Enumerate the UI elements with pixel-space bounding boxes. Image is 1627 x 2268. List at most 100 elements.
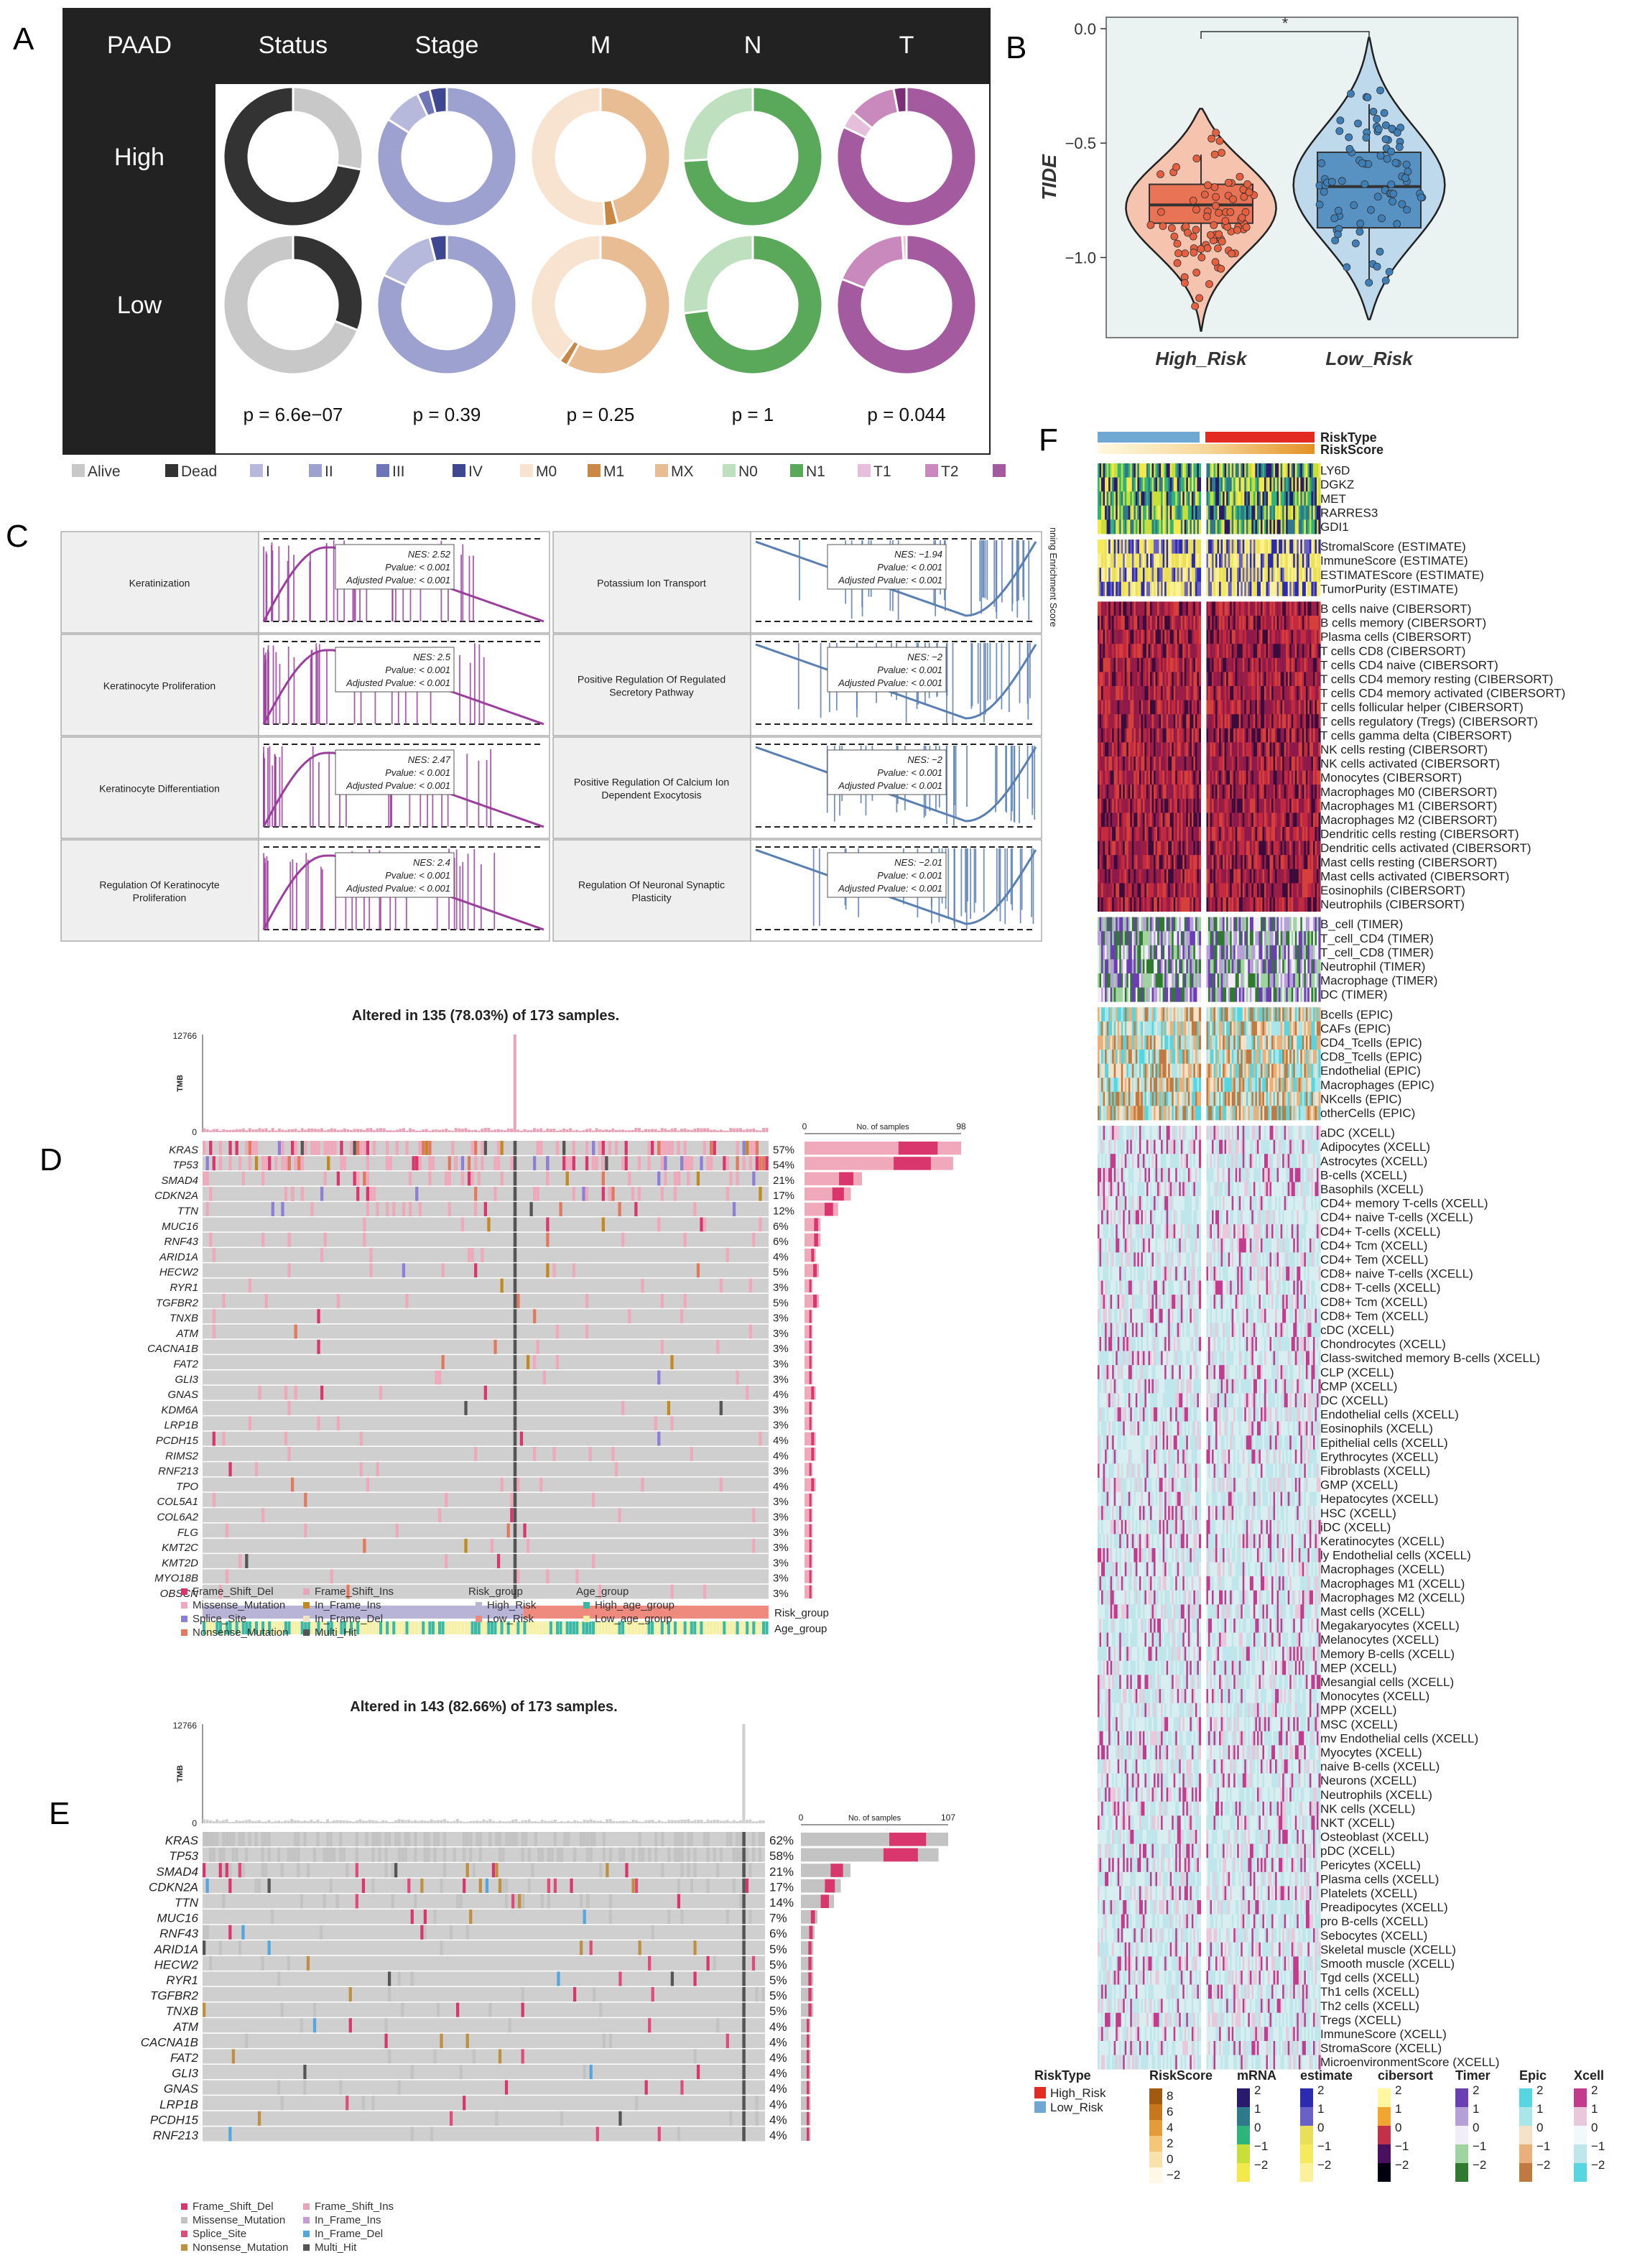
heatmap-cell — [1210, 601, 1213, 616]
tmb-bar — [281, 1129, 284, 1132]
oncoplot-row-bg — [203, 1554, 769, 1568]
heatmap-cell — [1244, 505, 1247, 520]
heatmap-cell — [1168, 644, 1171, 659]
tmb-max-label: 12766 — [173, 1721, 198, 1731]
heatmap-cell — [1315, 629, 1317, 644]
heatmap-cell — [1307, 581, 1310, 596]
heatmap-cell — [1235, 714, 1238, 729]
oncoplot-row-bg — [203, 1477, 769, 1492]
heatmap-cell — [1253, 601, 1256, 616]
mutation-cell — [687, 1156, 690, 1171]
mutation-cell — [614, 1462, 618, 1477]
heatmap-cell — [1146, 714, 1149, 729]
mutation-cell — [751, 1832, 756, 1847]
mutation-cell — [758, 1832, 762, 1847]
heatmap-cell — [1264, 601, 1267, 616]
heatmap-cell — [1294, 714, 1297, 729]
mutation-cell — [608, 1186, 612, 1201]
heatmap-cell — [1284, 491, 1287, 506]
heatmap-cell — [1253, 463, 1256, 478]
mutation-cell — [758, 1847, 762, 1862]
mutation-cell — [677, 1847, 681, 1862]
tmb-bar — [290, 1129, 295, 1132]
heatmap-cell — [1275, 728, 1278, 743]
heatmap-cell — [1271, 756, 1274, 771]
tmb-bar — [612, 1820, 616, 1823]
heatmap-cell — [1119, 505, 1122, 520]
mutation-cell — [356, 1171, 360, 1186]
heatmap-cell — [1231, 700, 1234, 715]
mutation-cell — [401, 1847, 404, 1862]
heatmap-cell — [1154, 700, 1156, 715]
heatmap-cell — [1231, 616, 1234, 630]
mutation-cell — [664, 1156, 667, 1171]
heatmap-cell — [1289, 657, 1292, 672]
mutation-cell — [513, 1569, 517, 1584]
heatmap-cell — [1289, 463, 1292, 478]
heatmap-cell — [1177, 601, 1179, 616]
heatmap-cell — [1231, 553, 1234, 568]
heatmap-cell — [1161, 553, 1164, 568]
heatmap-cell — [1266, 644, 1269, 659]
mutation-cell — [300, 1156, 304, 1171]
mutation-cell — [205, 1925, 209, 1940]
y-axis-label: TIDE — [1038, 154, 1060, 200]
heatmap-cell — [1101, 601, 1104, 616]
heatmap-cell — [1149, 581, 1153, 596]
heatmap-cell — [1311, 742, 1314, 757]
heatmap-cell — [1231, 601, 1234, 616]
gsea-pvalue: Pvalue: < 0.001 — [385, 562, 450, 573]
heatmap-cell — [1318, 519, 1321, 534]
heatmap-cell — [1318, 616, 1321, 630]
mutation-cell — [660, 1339, 664, 1354]
heatmap-cell — [1226, 714, 1229, 729]
heatmap-cell — [1116, 742, 1118, 757]
heatmap-cell — [1269, 505, 1272, 520]
tmb-bar — [606, 1819, 609, 1823]
gene-percent: 3% — [773, 1588, 789, 1600]
legend-label: Low_Risk — [487, 1613, 534, 1625]
mutation-cell — [445, 1171, 448, 1186]
heatmap-cell — [1105, 770, 1108, 785]
heatmap-cell — [1161, 568, 1164, 583]
mutation-cell — [235, 1141, 238, 1155]
heatmap-cell — [1131, 601, 1134, 616]
heatmap-cell — [1253, 742, 1256, 757]
age-track-cell — [490, 1621, 493, 1634]
heatmap-cell — [1101, 581, 1104, 596]
heatmap-cell — [1318, 463, 1321, 478]
tmb-bar — [573, 1820, 576, 1823]
heatmap-cell — [1184, 657, 1187, 672]
mutation-cell — [742, 1925, 746, 1940]
heatmap-cell — [1305, 629, 1308, 644]
heatmap-cell — [1148, 463, 1151, 478]
tmb-bar — [440, 1820, 443, 1823]
age-track-cell — [504, 1621, 507, 1634]
heatmap-cell — [1318, 505, 1321, 520]
heatmap-cell — [1264, 553, 1267, 568]
heatmap-cell — [1193, 616, 1196, 630]
mutation-cell — [481, 1248, 484, 1262]
heatmap-cell — [1155, 644, 1158, 659]
heatmap-cell — [1121, 672, 1123, 687]
heatmap-cell — [1262, 728, 1265, 743]
heatmap-cell — [1119, 553, 1122, 568]
heatmap-cell — [1193, 714, 1196, 729]
heatmap-cell — [1184, 491, 1187, 506]
mutation-cell — [592, 1156, 595, 1171]
heatmap-cell — [1099, 568, 1102, 583]
heatmap-cell — [1164, 728, 1167, 743]
heatmap-cell — [1255, 553, 1258, 568]
mutation-cell — [209, 1141, 213, 1155]
heatmap-cell — [1273, 714, 1276, 729]
mutation-cell — [562, 1156, 566, 1171]
heatmap-cell — [1241, 714, 1243, 729]
age-track-cell — [445, 1621, 448, 1634]
heatmap-cell — [1286, 616, 1289, 630]
heatmap-cell — [1101, 756, 1104, 771]
mutation-cell — [501, 1878, 505, 1893]
heatmap-cell — [1312, 540, 1316, 554]
legend-swatch-M1 — [588, 464, 601, 477]
heatmap-cell — [1162, 644, 1165, 659]
age-track-cell — [569, 1621, 573, 1634]
